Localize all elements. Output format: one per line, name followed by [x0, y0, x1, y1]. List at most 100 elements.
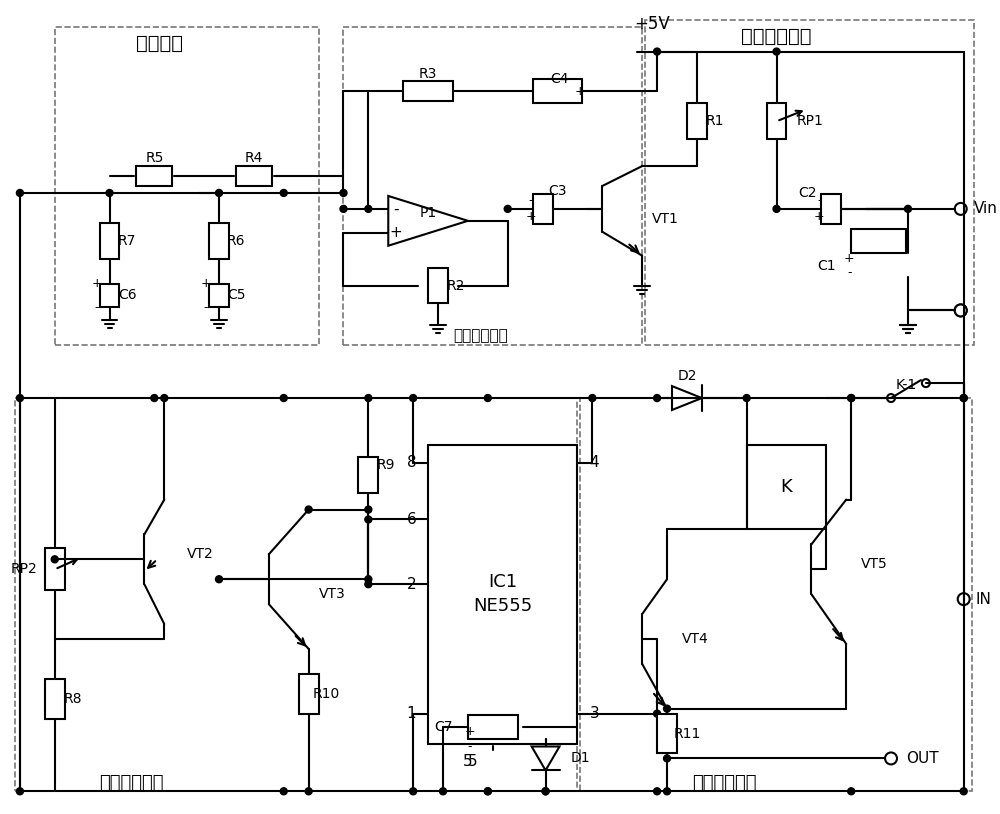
Text: K-1: K-1 — [895, 378, 917, 392]
Text: P1: P1 — [419, 206, 437, 220]
Text: C2: C2 — [798, 186, 816, 200]
Bar — [767, 103, 786, 139]
Text: R2: R2 — [447, 278, 465, 292]
Text: +: + — [465, 725, 475, 738]
Text: D2: D2 — [677, 369, 697, 383]
Text: R6: R6 — [227, 234, 245, 247]
Circle shape — [161, 395, 168, 401]
Text: -: - — [204, 301, 208, 314]
Text: R4: R4 — [245, 151, 263, 165]
Text: +: + — [844, 252, 855, 265]
Bar — [403, 81, 453, 102]
Circle shape — [51, 556, 58, 562]
Circle shape — [743, 395, 750, 401]
Text: R7: R7 — [117, 234, 136, 247]
Circle shape — [848, 788, 855, 794]
Text: VT3: VT3 — [319, 587, 345, 602]
Text: 2: 2 — [407, 576, 416, 592]
Text: R9: R9 — [377, 457, 396, 472]
Text: -: - — [393, 201, 399, 217]
Bar — [533, 80, 582, 103]
Circle shape — [365, 506, 372, 513]
Bar — [55, 27, 319, 345]
Bar — [45, 679, 65, 719]
Circle shape — [410, 788, 417, 794]
Text: -: - — [468, 740, 472, 753]
Bar — [428, 268, 448, 304]
Text: 5: 5 — [468, 754, 478, 769]
Text: K: K — [781, 478, 792, 496]
Text: VT2: VT2 — [187, 547, 214, 562]
Text: -: - — [817, 195, 822, 208]
Circle shape — [410, 395, 417, 401]
Circle shape — [589, 395, 596, 401]
Circle shape — [365, 575, 372, 583]
Circle shape — [440, 788, 447, 794]
Circle shape — [151, 395, 158, 401]
Text: IN: IN — [976, 592, 992, 606]
Bar — [209, 223, 229, 259]
Text: C7: C7 — [434, 720, 453, 733]
Circle shape — [922, 379, 930, 387]
Text: -: - — [528, 85, 533, 98]
Circle shape — [484, 395, 491, 401]
Text: C3: C3 — [548, 184, 567, 198]
Bar — [45, 549, 65, 590]
Bar — [645, 20, 974, 345]
Circle shape — [773, 205, 780, 212]
Text: VT5: VT5 — [861, 558, 888, 571]
Text: 6: 6 — [406, 512, 416, 527]
Circle shape — [960, 788, 967, 794]
Text: 电源控制电路: 电源控制电路 — [692, 774, 756, 792]
Circle shape — [365, 205, 372, 212]
Circle shape — [955, 203, 967, 215]
Circle shape — [216, 190, 223, 196]
Text: C4: C4 — [550, 72, 569, 86]
Circle shape — [654, 48, 661, 55]
Bar — [358, 457, 378, 492]
Circle shape — [504, 205, 511, 212]
Text: D1: D1 — [570, 751, 590, 765]
Text: R5: R5 — [145, 151, 164, 165]
Bar — [821, 194, 841, 224]
Circle shape — [654, 788, 661, 794]
Text: R1: R1 — [706, 114, 724, 129]
Bar — [136, 166, 172, 186]
Text: VT4: VT4 — [682, 632, 709, 646]
Circle shape — [280, 190, 287, 196]
Text: -: - — [847, 266, 851, 279]
Text: 8: 8 — [407, 455, 416, 470]
Circle shape — [16, 190, 23, 196]
Text: R8: R8 — [63, 692, 82, 706]
Circle shape — [216, 575, 223, 583]
Bar — [343, 27, 642, 345]
Circle shape — [280, 395, 287, 401]
Bar — [851, 229, 906, 252]
Text: OUT: OUT — [906, 751, 939, 766]
Circle shape — [654, 710, 661, 717]
Text: NE555: NE555 — [473, 597, 532, 615]
Text: VT1: VT1 — [652, 212, 679, 225]
Text: -: - — [94, 301, 99, 314]
Bar — [687, 103, 707, 139]
Circle shape — [365, 516, 372, 523]
Bar — [100, 283, 119, 308]
Bar — [209, 283, 229, 308]
Circle shape — [280, 788, 287, 794]
Text: IC1: IC1 — [488, 573, 517, 591]
Text: 单管放大电路: 单管放大电路 — [741, 27, 812, 46]
Circle shape — [365, 395, 372, 401]
Circle shape — [664, 755, 671, 762]
Text: 滤波电路: 滤波电路 — [136, 34, 183, 53]
Text: 信号触发电路: 信号触发电路 — [100, 774, 164, 792]
Circle shape — [664, 705, 671, 712]
Circle shape — [542, 788, 549, 794]
Text: +5V: +5V — [634, 15, 670, 33]
Text: 次级放大电路: 次级放大电路 — [453, 328, 508, 343]
Circle shape — [848, 395, 855, 401]
Circle shape — [887, 394, 895, 402]
Circle shape — [904, 205, 911, 212]
Text: 4: 4 — [589, 455, 599, 470]
Circle shape — [848, 395, 855, 401]
Circle shape — [484, 788, 491, 794]
